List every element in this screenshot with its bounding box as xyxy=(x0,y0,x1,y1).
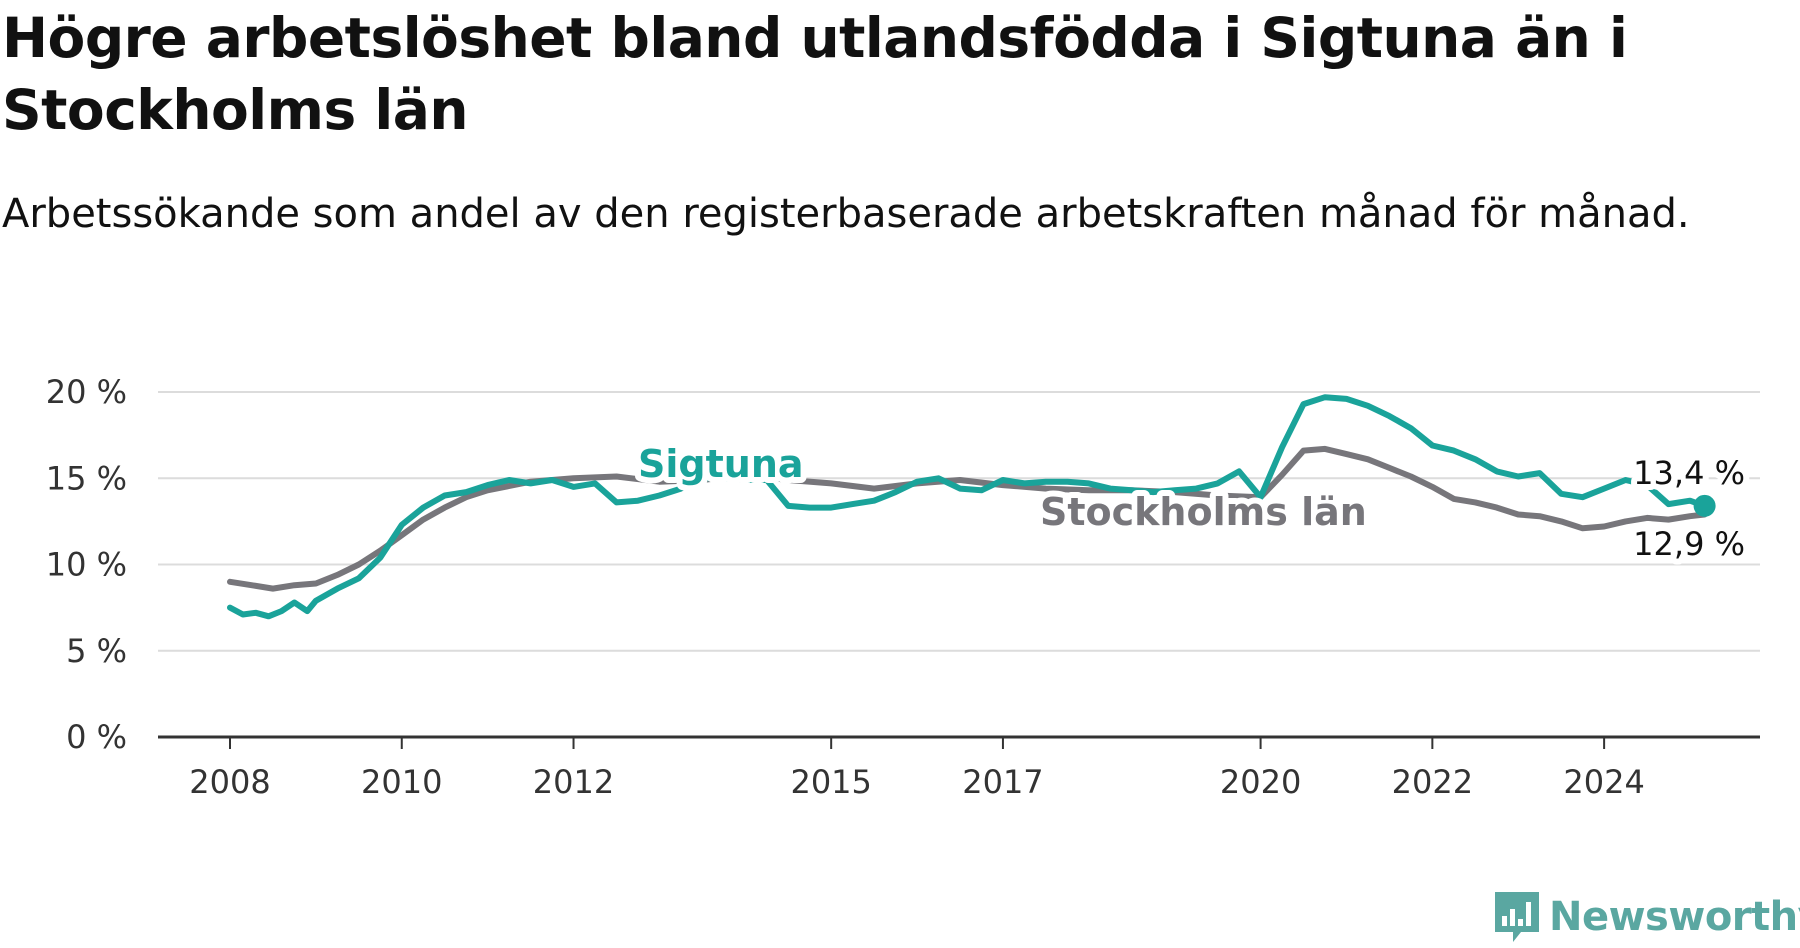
chart-title: Högre arbetslöshet bland utlandsfödda i … xyxy=(2,6,1628,142)
x-tick-label: 2008 xyxy=(189,763,270,801)
x-tick-label: 2015 xyxy=(790,763,871,801)
x-tick-label: 2010 xyxy=(361,763,442,801)
x-tick-label: 2024 xyxy=(1563,763,1644,801)
y-axis-ticks: 0 % 5 % 10 % 15 % 20 % xyxy=(46,373,127,756)
series-label-sigtuna: Sigtuna xyxy=(638,442,804,486)
x-tick-label: 2017 xyxy=(962,763,1043,801)
series-label-stockholms-lan: Stockholms län xyxy=(1040,490,1367,534)
sigtuna-end-marker xyxy=(1693,494,1716,517)
x-tick-label: 2012 xyxy=(533,763,614,801)
series-lines xyxy=(227,394,1708,620)
y-tick-label: 15 % xyxy=(46,459,127,497)
y-tick-label: 20 % xyxy=(46,373,127,411)
series-line-stockholms-län xyxy=(227,445,1708,592)
bar-chart-speech-bubble-icon xyxy=(1495,892,1539,942)
y-tick-label: 10 % xyxy=(46,546,127,584)
series-labels: Sigtuna Stockholms län 13,4 % 12,9 % xyxy=(632,436,1751,569)
x-tick-label: 2022 xyxy=(1392,763,1473,801)
y-tick-label: 5 % xyxy=(66,632,127,670)
x-tick-label: 2020 xyxy=(1220,763,1301,801)
newsworthy-logo: Newsworthy xyxy=(1493,890,1800,944)
chart-subtitle: Arbetssökande som andel av den registerb… xyxy=(2,191,1690,237)
end-value-sigtuna: 13,4 % xyxy=(1633,454,1745,492)
brand-name: Newsworthy xyxy=(1549,894,1800,940)
grid-lines xyxy=(158,391,1760,652)
end-value-stockholms-lan: 12,9 % xyxy=(1633,525,1745,563)
x-axis-ticks: 2008 2010 2012 2015 2017 2020 2022 2024 xyxy=(189,737,1645,801)
series-line-sigtuna xyxy=(227,394,1708,620)
y-tick-label: 0 % xyxy=(66,718,127,756)
